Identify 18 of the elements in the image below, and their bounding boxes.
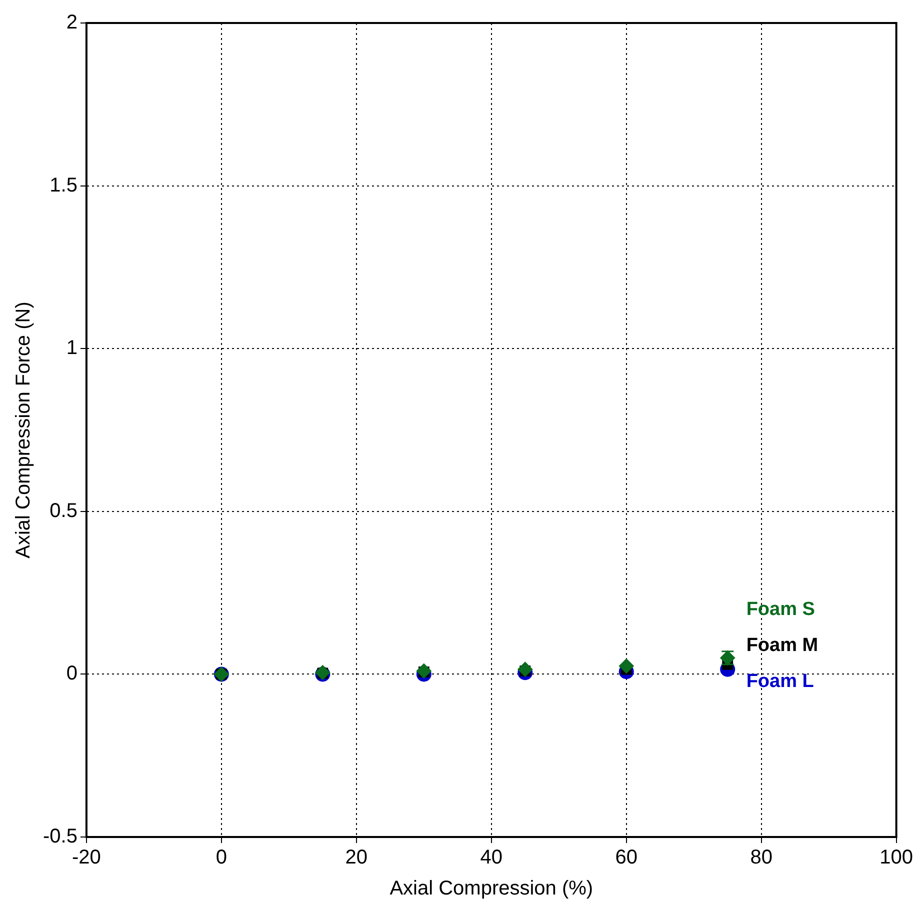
x-tick-label: -20 [72,846,101,869]
y-tick-label: 1 [66,337,78,360]
series-label: Foam S [746,599,815,620]
y-axis-title: Axial Compression Force (N) [12,302,35,558]
y-tick-label: 2 [66,12,78,34]
x-tick-label: 40 [480,846,503,869]
x-tick-label: 0 [216,846,227,869]
x-axis-title: Axial Compression (%) [390,878,594,900]
x-tick-label: 60 [615,846,638,869]
y-tick-label: 1.5 [50,174,78,196]
y-tick-label: 0.5 [50,500,78,522]
y-tick-label: -0.5 [42,826,78,848]
x-tick-label: 100 [880,846,914,869]
x-tick-label: 80 [750,846,772,869]
x-tick-label: 20 [345,846,368,869]
y-tick-label: 0 [66,662,78,685]
series-label: Foam M [746,635,818,656]
series-label: Foam L [746,671,814,692]
